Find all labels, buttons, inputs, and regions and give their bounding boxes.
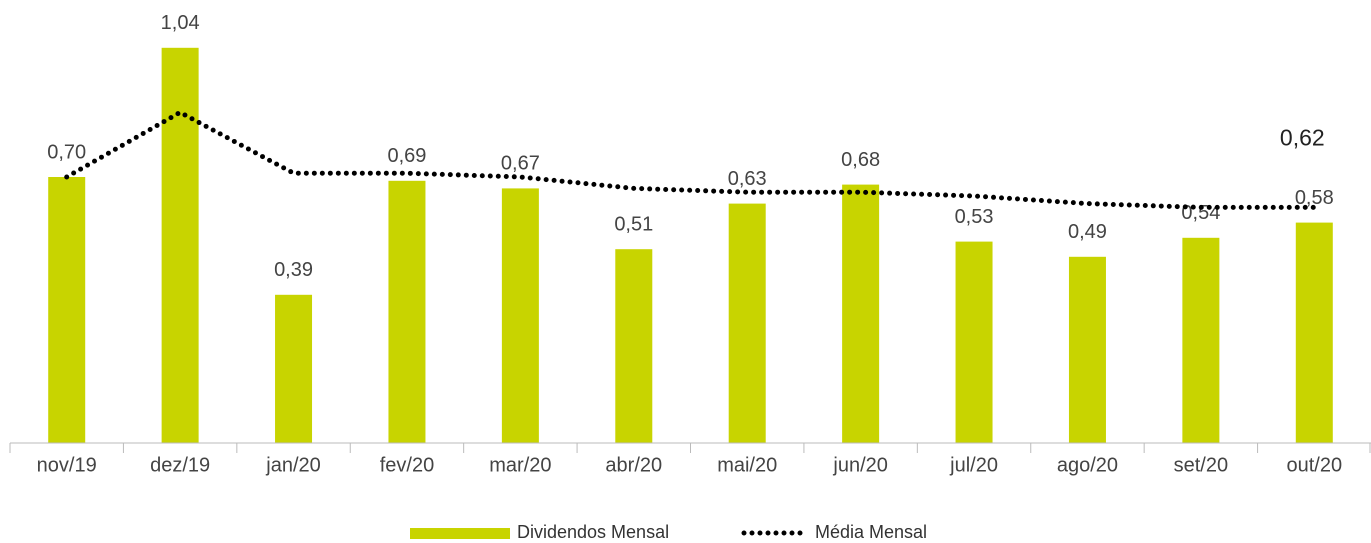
x-tick-label: mar/20 bbox=[489, 454, 551, 476]
x-tick-label: jul/20 bbox=[949, 454, 998, 476]
x-tick-label: out/20 bbox=[1286, 454, 1342, 476]
x-tick-label: abr/20 bbox=[605, 454, 662, 476]
bar bbox=[615, 249, 653, 443]
line-label: 0,62 bbox=[1280, 124, 1325, 150]
data-label: 0,70 bbox=[47, 141, 86, 163]
bar bbox=[48, 177, 86, 443]
data-label: 0,39 bbox=[274, 259, 313, 281]
x-tick-label: mai/20 bbox=[717, 454, 777, 476]
bar bbox=[501, 188, 539, 443]
data-label: 1,04 bbox=[161, 12, 200, 34]
data-label: 0,63 bbox=[728, 168, 767, 190]
data-label: 0,49 bbox=[1068, 221, 1107, 243]
legend-label: Média Mensal bbox=[815, 522, 927, 542]
x-tick-label: dez/19 bbox=[150, 454, 210, 476]
bar bbox=[161, 47, 199, 444]
x-tick-label: fev/20 bbox=[380, 454, 434, 476]
legend-swatch bbox=[410, 528, 510, 539]
x-tick-label: ago/20 bbox=[1057, 454, 1118, 476]
data-label: 0,67 bbox=[501, 153, 540, 175]
data-label: 0,58 bbox=[1295, 187, 1334, 209]
bar bbox=[1068, 256, 1106, 443]
bar bbox=[388, 180, 426, 444]
x-tick-label: jun/20 bbox=[832, 454, 888, 476]
data-label: 0,68 bbox=[841, 149, 880, 171]
bar bbox=[728, 203, 766, 443]
bar bbox=[842, 184, 880, 443]
average-line bbox=[64, 109, 1317, 210]
data-label: 0,51 bbox=[614, 213, 653, 235]
data-label: 0,69 bbox=[387, 145, 426, 167]
bar bbox=[955, 241, 993, 443]
legend-label: Dividendos Mensal bbox=[517, 522, 669, 542]
bar bbox=[1295, 222, 1333, 443]
bar bbox=[1182, 237, 1220, 443]
bar bbox=[275, 294, 313, 443]
x-tick-label: jan/20 bbox=[265, 454, 321, 476]
data-label: 0,53 bbox=[955, 206, 994, 228]
x-tick-label: set/20 bbox=[1174, 454, 1228, 476]
x-tick-label: nov/19 bbox=[37, 454, 97, 476]
